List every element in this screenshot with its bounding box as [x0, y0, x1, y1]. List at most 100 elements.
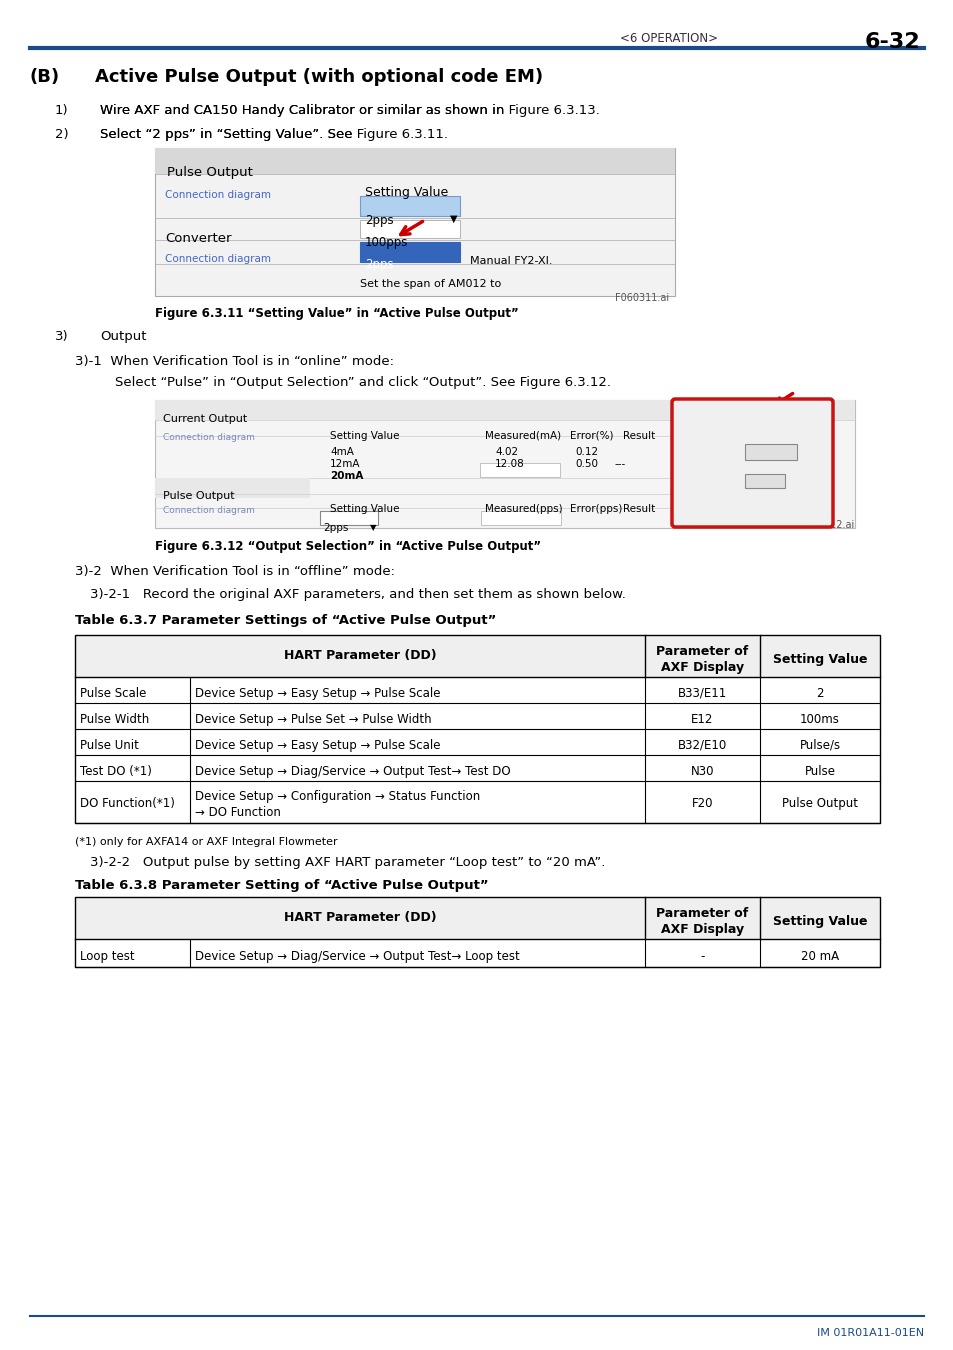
Text: Pulse Scale: Pulse Scale — [80, 687, 146, 699]
Text: HART Parameter (DD): HART Parameter (DD) — [283, 649, 436, 662]
Text: Connection diagram: Connection diagram — [165, 190, 271, 200]
Text: Parameter of: Parameter of — [656, 907, 748, 919]
Text: Test DO (*1): Test DO (*1) — [80, 765, 152, 778]
Text: ○ 12mA: ○ 12mA — [680, 450, 726, 460]
Text: 6-32: 6-32 — [863, 32, 919, 53]
Text: 2pps: 2pps — [365, 258, 394, 271]
Text: Device Setup → Diag/Service → Output Test→ Loop test: Device Setup → Diag/Service → Output Tes… — [194, 949, 519, 963]
Bar — [75, 634, 879, 676]
Text: Connection diagram: Connection diagram — [163, 506, 254, 514]
Text: Pulse: Pulse — [803, 765, 835, 778]
Text: ---: --- — [615, 459, 625, 468]
Text: ▼: ▼ — [370, 522, 376, 532]
Text: Result: Result — [622, 504, 655, 514]
Text: 12mA: 12mA — [330, 459, 360, 468]
Text: E12: E12 — [691, 713, 713, 726]
Text: ▼: ▼ — [450, 215, 457, 224]
Bar — [359, 242, 459, 262]
Text: Table 6.3.7 Parameter Settings of “Active Pulse Output”: Table 6.3.7 Parameter Settings of “Activ… — [75, 614, 496, 626]
Text: Setting Value: Setting Value — [330, 431, 399, 441]
Text: Loop test: Loop test — [80, 949, 134, 963]
Text: F060312.ai: F060312.ai — [800, 520, 853, 531]
Text: 4mA: 4mA — [330, 447, 354, 458]
Text: 3): 3) — [55, 329, 69, 343]
Text: ● Pulse: ● Pulse — [680, 494, 723, 504]
Text: 3)-2  When Verification Tool is in “offline” mode:: 3)-2 When Verification Tool is in “offli… — [75, 566, 395, 578]
Text: AXF Display: AXF Display — [660, 662, 743, 674]
Text: 20 mA: 20 mA — [801, 949, 839, 963]
Text: B32/E10: B32/E10 — [678, 738, 726, 752]
Bar — [744, 474, 784, 487]
Text: Output: Output — [100, 329, 147, 343]
Bar — [154, 478, 310, 498]
Text: IM 01R01A11-01EN: IM 01R01A11-01EN — [816, 1328, 923, 1338]
Text: Select “2 pps” in “Setting Value”. See Figure 6.3.11.: Select “2 pps” in “Setting Value”. See F… — [100, 128, 448, 140]
Text: 3)-2-2   Output pulse by setting AXF HART parameter “Loop test” to “20 mA”.: 3)-2-2 Output pulse by setting AXF HART … — [90, 856, 605, 869]
Text: 2): 2) — [55, 128, 69, 140]
Text: Setting Value: Setting Value — [330, 504, 399, 514]
Text: Manual FY2-XI.: Manual FY2-XI. — [470, 256, 552, 266]
Bar — [319, 512, 377, 525]
Text: (*1) only for AXFA14 or AXF Integral Flowmeter: (*1) only for AXFA14 or AXF Integral Flo… — [75, 837, 337, 846]
Bar — [75, 634, 879, 824]
Text: Pulse Unit: Pulse Unit — [80, 738, 139, 752]
Text: Select “2 pps” in “Setting Value”. See: Select “2 pps” in “Setting Value”. See — [100, 128, 356, 140]
Bar — [75, 896, 879, 967]
Text: AXF Display: AXF Display — [660, 923, 743, 936]
Bar — [154, 400, 854, 420]
Text: 100pps: 100pps — [365, 236, 408, 248]
Text: Output Selection: Output Selection — [680, 418, 768, 428]
FancyBboxPatch shape — [671, 400, 832, 526]
Text: -: - — [700, 949, 704, 963]
Text: Figure 6.3.12 “Output Selection” in “Active Pulse Output”: Figure 6.3.12 “Output Selection” in “Act… — [154, 540, 540, 553]
Text: 3)-2-1   Record the original AXF parameters, and then set them as shown below.: 3)-2-1 Record the original AXF parameter… — [90, 589, 625, 601]
Text: Measured(mA): Measured(mA) — [484, 431, 560, 441]
Text: 2pps: 2pps — [323, 522, 348, 533]
Bar — [479, 463, 559, 477]
Text: Converter: Converter — [165, 232, 232, 244]
Text: Parameter of: Parameter of — [656, 645, 748, 657]
Text: 100ms: 100ms — [800, 713, 839, 726]
Text: Measured(pps): Measured(pps) — [484, 504, 562, 514]
Text: ○ 4mA: ○ 4mA — [680, 435, 720, 446]
Text: HART Parameter (DD): HART Parameter (DD) — [283, 911, 436, 923]
Text: Set the span of AM012 to: Set the span of AM012 to — [359, 279, 500, 289]
Text: (B): (B) — [30, 68, 60, 86]
Text: Pulse Output: Pulse Output — [781, 796, 857, 810]
Text: 3)-1  When Verification Tool is in “online” mode:: 3)-1 When Verification Tool is in “onlin… — [75, 355, 394, 369]
Text: Table 6.3.8 Parameter Setting of “Active Pulse Output”: Table 6.3.8 Parameter Setting of “Active… — [75, 879, 488, 892]
Text: Pulse Width: Pulse Width — [80, 713, 149, 726]
Text: → DO Function: → DO Function — [194, 806, 280, 819]
Text: Connection diagram: Connection diagram — [165, 254, 271, 265]
Text: 0.12: 0.12 — [575, 447, 598, 458]
Text: Error(%): Error(%) — [569, 431, 613, 441]
Text: 20mA: 20mA — [330, 471, 363, 481]
Text: Device Setup → Pulse Set → Pulse Width: Device Setup → Pulse Set → Pulse Width — [194, 713, 431, 726]
Text: B33/E11: B33/E11 — [678, 687, 726, 699]
Bar — [359, 196, 459, 216]
Text: Select “Pulse” in “Output Selection” and click “Output”. See Figure 6.3.12.: Select “Pulse” in “Output Selection” and… — [115, 377, 610, 389]
Text: ○ 20mA: ○ 20mA — [680, 466, 726, 477]
Text: Pulse/s: Pulse/s — [799, 738, 840, 752]
Text: Error(pps): Error(pps) — [569, 504, 621, 514]
Bar — [154, 400, 854, 528]
Text: Device Setup → Configuration → Status Function: Device Setup → Configuration → Status Fu… — [194, 790, 479, 803]
Text: <6 OPERATION>: <6 OPERATION> — [619, 32, 718, 45]
Text: 2pps: 2pps — [365, 215, 394, 227]
Text: 1): 1) — [55, 104, 69, 117]
Text: N30: N30 — [690, 765, 714, 778]
Text: Figure 6.3.11 “Setting Value” in “Active Pulse Output”: Figure 6.3.11 “Setting Value” in “Active… — [154, 306, 518, 320]
Text: Setting Value: Setting Value — [772, 915, 866, 927]
Text: Result: Result — [622, 431, 655, 441]
Bar — [154, 148, 675, 296]
Text: 0.50: 0.50 — [575, 459, 598, 468]
Text: F20: F20 — [691, 796, 713, 810]
Text: Current Output: Current Output — [163, 414, 247, 424]
Bar — [359, 220, 459, 238]
Text: Device Setup → Easy Setup → Pulse Scale: Device Setup → Easy Setup → Pulse Scale — [194, 738, 440, 752]
Text: Exit: Exit — [751, 485, 771, 495]
Text: Pulse Output: Pulse Output — [163, 491, 234, 501]
Text: Setting Value: Setting Value — [772, 653, 866, 666]
Text: Wire AXF and CA150 Handy Calibrator or similar as shown in: Wire AXF and CA150 Handy Calibrator or s… — [100, 104, 508, 117]
Text: Device Setup → Easy Setup → Pulse Scale: Device Setup → Easy Setup → Pulse Scale — [194, 687, 440, 699]
